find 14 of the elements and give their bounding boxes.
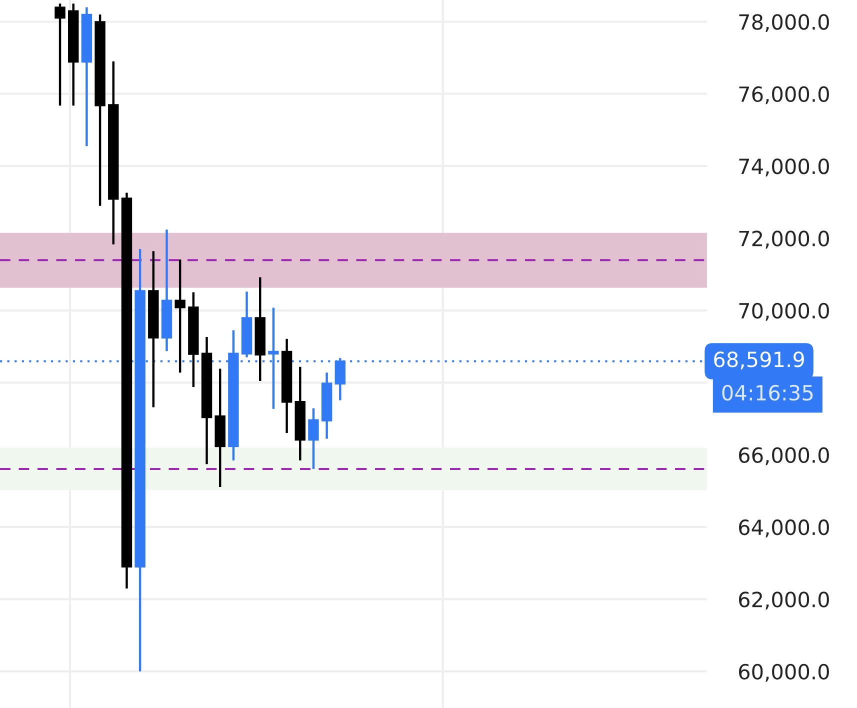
y-tick-label: 78,000.0 [739,14,829,32]
y-tick-label: 66,000.0 [739,447,829,466]
text: 04:16:35 [722,384,813,401]
candlestick [308,407,319,470]
ref-line-label: 68,591.9 [714,352,804,370]
y-tick-label: 74,000.0 [739,158,829,176]
y-tick-label: 60,000.0 [739,664,829,682]
y-tick-label: 72,000.0 [739,230,829,249]
y-tick-label: 76,000.0 [739,86,829,104]
y-tick-label: 70,000.0 [739,302,829,321]
y-tick-label: 62,000.0 [739,592,829,610]
candlestick [174,258,186,374]
candlestick [54,2,66,107]
y-tick-label: 64,000.0 [739,519,829,538]
